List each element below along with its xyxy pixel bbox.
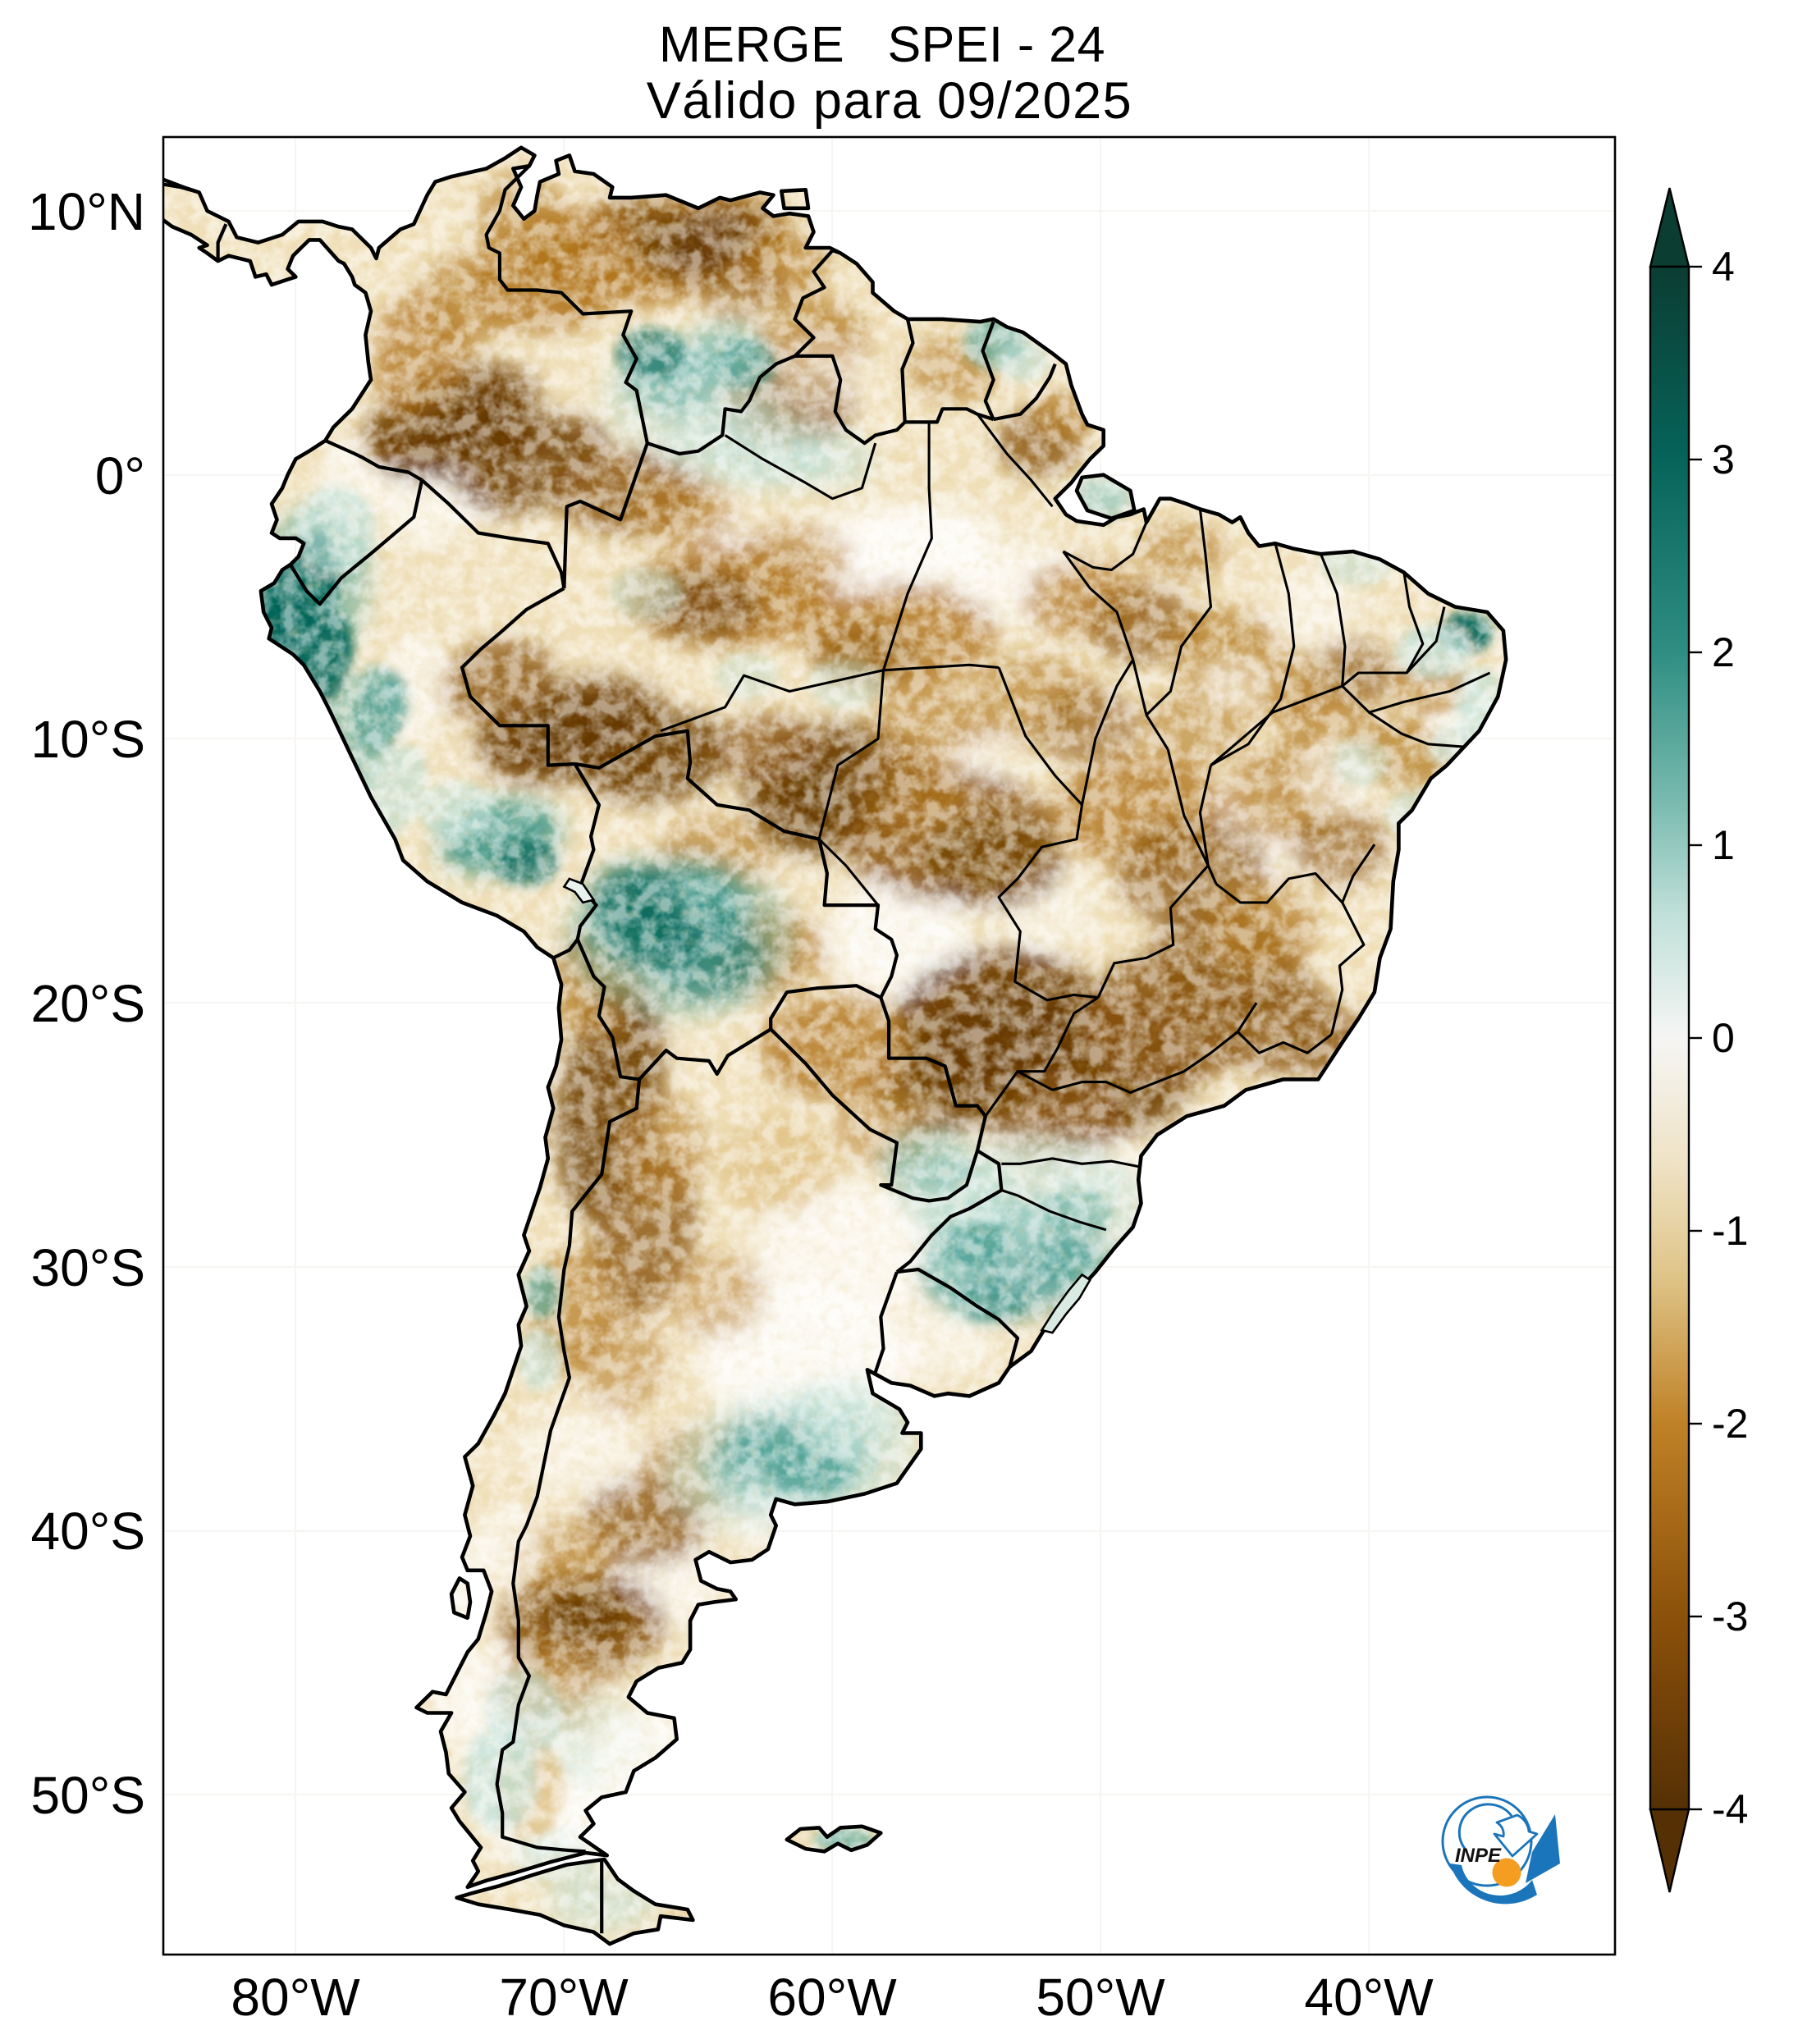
svg-text:40°W: 40°W	[1304, 1968, 1434, 2027]
svg-text:20°S: 20°S	[31, 974, 145, 1033]
svg-text:50°S: 50°S	[31, 1766, 145, 1825]
svg-text:50°W: 50°W	[1036, 1968, 1165, 2027]
svg-text:30°S: 30°S	[31, 1238, 145, 1297]
svg-text:10°N: 10°N	[28, 182, 145, 241]
svg-text:-4: -4	[1712, 1786, 1748, 1832]
svg-text:-2: -2	[1712, 1401, 1748, 1447]
svg-text:-1: -1	[1712, 1208, 1748, 1254]
svg-text:4: 4	[1712, 244, 1735, 290]
svg-text:40°S: 40°S	[31, 1502, 145, 1561]
svg-text:INPE: INPE	[1455, 1845, 1502, 1867]
svg-text:-3: -3	[1712, 1594, 1748, 1639]
svg-text:2: 2	[1712, 629, 1735, 675]
svg-text:Válido para 09/2025: Válido para 09/2025	[647, 72, 1132, 130]
svg-text:MERGE SPEI - 24: MERGE SPEI - 24	[659, 16, 1105, 72]
svg-text:10°S: 10°S	[31, 710, 145, 769]
svg-text:70°W: 70°W	[499, 1968, 629, 2027]
svg-text:80°W: 80°W	[231, 1968, 360, 2027]
svg-text:60°W: 60°W	[767, 1968, 897, 2027]
svg-text:1: 1	[1712, 822, 1735, 868]
svg-text:0°: 0°	[95, 446, 145, 505]
svg-text:0: 0	[1712, 1015, 1735, 1061]
svg-text:3: 3	[1712, 437, 1735, 482]
